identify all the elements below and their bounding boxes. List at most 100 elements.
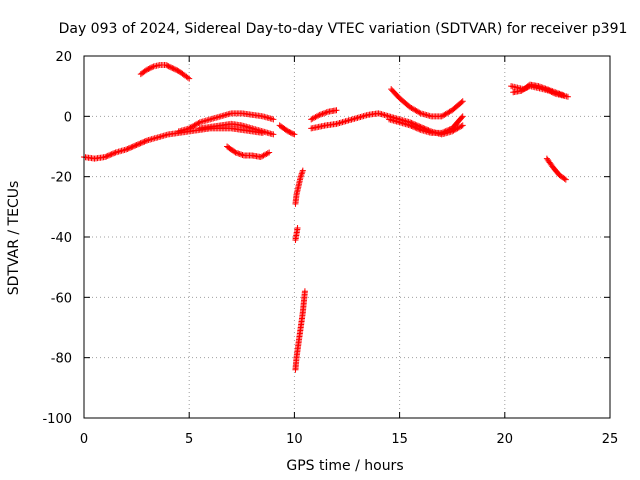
data-point	[557, 91, 564, 98]
series-track-l	[388, 86, 466, 120]
x-tick-label: 10	[286, 432, 303, 447]
data-point	[459, 98, 466, 105]
data-point	[408, 122, 415, 129]
data-point	[286, 129, 293, 136]
y-tick-label: 0	[64, 110, 72, 125]
data-point	[195, 120, 202, 127]
data-point	[443, 127, 450, 134]
data-point	[298, 172, 305, 179]
data-point	[163, 62, 170, 69]
data-point	[169, 65, 176, 72]
data-point	[109, 150, 116, 157]
data-point	[164, 62, 171, 69]
data-point	[320, 110, 327, 117]
data-point	[168, 64, 175, 71]
data-point	[548, 87, 555, 94]
data-point	[438, 129, 445, 136]
data-point	[130, 143, 137, 150]
data-point	[132, 142, 139, 149]
data-point	[149, 64, 156, 71]
data-point	[105, 152, 112, 159]
x-tick-label: 5	[185, 432, 193, 447]
data-point	[264, 150, 271, 157]
data-point	[147, 64, 154, 71]
data-marks	[81, 62, 571, 373]
series-track-e	[224, 143, 273, 161]
data-point	[541, 85, 548, 92]
grid-lines	[84, 56, 610, 418]
data-point	[107, 151, 114, 158]
data-point	[543, 86, 550, 93]
data-point	[538, 84, 545, 91]
data-point	[407, 122, 414, 129]
axis-ticks	[83, 55, 611, 419]
data-point	[542, 85, 549, 92]
data-point	[315, 112, 322, 119]
data-point	[413, 125, 420, 132]
x-tick-label: 15	[391, 432, 408, 447]
data-point	[145, 65, 152, 72]
chart-title: Day 093 of 2024, Sidereal Day-to-day VTE…	[59, 21, 628, 37]
data-point	[319, 110, 326, 117]
data-point	[133, 141, 140, 148]
data-point	[416, 126, 423, 133]
data-point	[553, 89, 560, 96]
data-point	[301, 288, 308, 295]
data-point	[536, 83, 543, 90]
data-point	[297, 173, 304, 180]
y-tick-label: -60	[51, 291, 72, 306]
series-track-g	[292, 167, 306, 207]
data-point	[442, 128, 449, 135]
data-point	[173, 66, 180, 73]
series-track-p	[543, 155, 569, 183]
data-point	[323, 109, 330, 116]
data-point	[103, 153, 110, 160]
data-point	[108, 151, 115, 158]
data-point	[412, 124, 419, 131]
data-point	[141, 138, 148, 145]
series-track-m	[386, 113, 466, 136]
data-point	[318, 111, 325, 118]
data-point	[411, 124, 418, 131]
data-point	[238, 151, 245, 158]
data-point	[316, 111, 323, 118]
data-point	[556, 90, 563, 97]
data-point	[458, 123, 465, 130]
series-track-d	[196, 120, 277, 138]
data-point	[441, 128, 448, 135]
y-tick-label: -80	[51, 352, 72, 367]
y-tick-label: -40	[51, 231, 72, 246]
data-point	[291, 131, 298, 138]
data-point	[231, 148, 238, 155]
data-point	[445, 127, 452, 134]
data-point	[539, 84, 546, 91]
data-point	[124, 145, 131, 152]
x-tick-label: 20	[497, 432, 514, 447]
series-track-o	[510, 81, 567, 99]
series-track-k	[308, 107, 340, 123]
data-point	[409, 123, 416, 130]
data-point	[294, 224, 301, 231]
x-axis-label: GPS time / hours	[286, 458, 403, 474]
data-point	[144, 66, 151, 73]
plot-frame	[83, 55, 611, 419]
data-point	[166, 63, 173, 70]
data-point	[236, 151, 243, 158]
data-point	[165, 63, 172, 70]
data-point	[549, 88, 556, 95]
data-point	[459, 122, 466, 129]
data-point	[140, 139, 147, 146]
data-point	[298, 170, 305, 177]
data-point	[416, 109, 423, 116]
data-point	[127, 144, 134, 151]
data-point	[136, 140, 143, 147]
series-track-i	[292, 288, 308, 373]
data-point	[232, 149, 239, 156]
data-point	[233, 150, 240, 157]
data-point	[186, 75, 193, 82]
data-point	[285, 128, 292, 135]
data-point	[458, 99, 465, 106]
data-point	[270, 116, 277, 123]
y-tick-label: -20	[51, 171, 72, 186]
